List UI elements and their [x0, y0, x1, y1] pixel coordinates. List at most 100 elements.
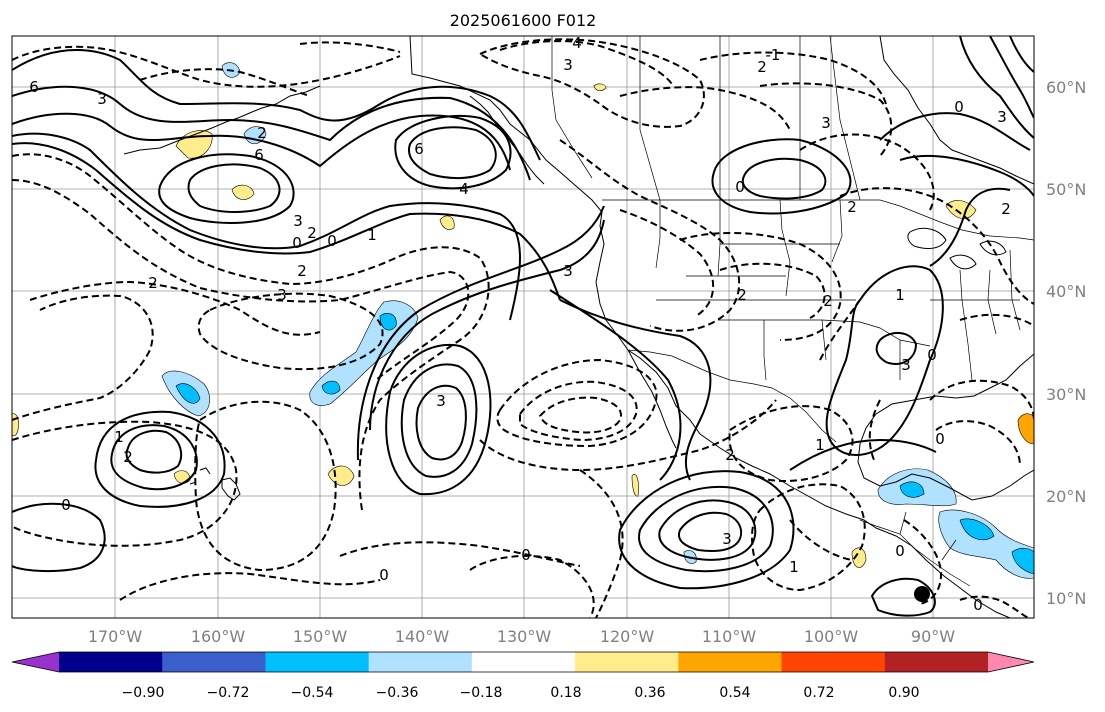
contour-label: 0: [973, 596, 983, 614]
colorbar-segment: [368, 652, 473, 672]
map-panel: 4 3 -1 2 6 3 6 2 6 4 3 0 2 0 1 2 3 2 0 2…: [11, 34, 1035, 619]
contour-label: 2: [307, 224, 317, 242]
colorbar-tick-label: −0.90: [122, 685, 165, 701]
colorbar-tick-label: −0.18: [460, 685, 503, 701]
lon-label: 90°W: [911, 627, 955, 646]
alaska-canada-border: [551, 36, 593, 179]
patch-core: [1011, 547, 1034, 575]
colorbar-extend-min: [12, 652, 59, 672]
colorbar-extend-max: [988, 652, 1034, 672]
colorbar-tick-labels: −0.90 −0.72 −0.54 −0.36 −0.18 0.18 0.36 …: [122, 685, 920, 701]
contour-label: 3: [563, 262, 573, 280]
contour-label: 0: [927, 346, 937, 364]
canada-provinces: [639, 36, 861, 201]
hudson-coast: [879, 36, 1034, 185]
colorbar-segment: [884, 652, 989, 672]
contour-label: 0: [379, 566, 389, 584]
contour-label: 3: [277, 286, 287, 304]
contour-label: 2: [725, 446, 735, 464]
contour-label: 4: [459, 180, 469, 198]
lon-label: 100°W: [804, 627, 859, 646]
gulf-coast: [857, 353, 1034, 501]
colorbar-tick-label: −0.54: [291, 685, 334, 701]
contour-label: 0: [292, 234, 302, 252]
colorbar-segments: [11, 651, 1035, 673]
contour-label: 2: [257, 124, 267, 142]
patch-positive: [631, 474, 639, 497]
colorbar-segment: [471, 652, 576, 672]
contour-label: 1: [114, 428, 124, 446]
lat-label: 20°N: [1046, 487, 1086, 506]
contour-label: 4: [572, 34, 582, 52]
contour-label: 2: [1001, 200, 1011, 218]
lat-label: 40°N: [1046, 282, 1086, 301]
contour-label: 6: [29, 78, 39, 96]
lon-label: 130°W: [497, 627, 552, 646]
lon-label: 170°W: [88, 627, 143, 646]
colorbar-tick-label: −0.36: [376, 685, 419, 701]
colorbar-tick-label: 0.36: [634, 685, 665, 701]
central-america: [859, 511, 971, 587]
map-background: [12, 36, 1034, 618]
contour-label: 0: [935, 430, 945, 448]
latitude-labels: 60°N 50°N 40°N 30°N 20°N 10°N: [1046, 78, 1086, 608]
contour-label-layer: 4 3 -1 2 6 3 6 2 6 4 3 0 2 0 1 2 3 2 0 2…: [29, 34, 1011, 614]
colorbar-segment: [59, 652, 163, 672]
colorbar-tick-label: −0.72: [207, 685, 250, 701]
contour-label: 3: [722, 530, 732, 548]
patch-core: [899, 481, 925, 498]
lat-label: 10°N: [1046, 589, 1086, 608]
patch-positive: [439, 215, 455, 230]
longitude-labels: 170°W 160°W 150°W 140°W 130°W 120°W 110°…: [88, 627, 955, 646]
map-frame: [11, 35, 1035, 619]
lon-label: 140°W: [395, 627, 450, 646]
chart-title: 2025061600 F012: [450, 11, 597, 30]
patch-core: [379, 313, 397, 331]
station-marker: [914, 586, 930, 602]
contour-label: 0: [895, 542, 905, 560]
coastlines: [123, 36, 1034, 618]
contour-label: 1: [815, 436, 825, 454]
colorbar: −0.90 −0.72 −0.54 −0.36 −0.18 0.18 0.36 …: [11, 651, 1035, 701]
contour-label: 2: [297, 262, 307, 280]
contour-label: 3: [563, 56, 573, 74]
contour-label: 6: [414, 140, 424, 158]
patch-positive: [1017, 413, 1034, 445]
contour-label: 3: [293, 212, 303, 230]
contour-label: 1: [367, 226, 377, 244]
contour-label: -1: [766, 46, 781, 64]
contour-label: 1: [789, 558, 799, 576]
patch-positive: [231, 184, 255, 200]
colorbar-outline: [11, 651, 1035, 673]
patch-core: [321, 380, 341, 395]
alaska-coast: [409, 36, 1011, 618]
shaded-patches: [12, 62, 1034, 579]
solid-contours: [12, 36, 1034, 617]
contour-label: 6: [254, 146, 264, 164]
contour-label: 0: [327, 232, 337, 250]
colorbar-segment: [265, 652, 370, 672]
lon-label: 160°W: [191, 627, 246, 646]
contour-label: 0: [735, 178, 745, 196]
contour-label: 2: [757, 58, 767, 76]
patch-core: [959, 518, 995, 541]
colorbar-tick-label: 0.18: [550, 685, 581, 701]
contour-label: 3: [997, 108, 1007, 126]
colorbar-segment: [575, 652, 679, 672]
graticule: [12, 36, 1034, 618]
lat-label: 50°N: [1046, 180, 1086, 199]
colorbar-segment: [781, 652, 886, 672]
lon-label: 110°W: [702, 627, 757, 646]
contour-label: 3: [436, 392, 446, 410]
colorbar-tick-label: 0.72: [803, 685, 834, 701]
colorbar-segment: [162, 652, 266, 672]
contour-label: 3: [901, 356, 911, 374]
us-mexico-border: [627, 349, 837, 443]
contour-label: 0: [61, 496, 71, 514]
lon-label: 150°W: [293, 627, 348, 646]
contour-label: 2: [148, 274, 158, 292]
contour-label: 2: [737, 286, 747, 304]
contour-label: 0: [521, 546, 531, 564]
contour-label: 0: [954, 98, 964, 116]
